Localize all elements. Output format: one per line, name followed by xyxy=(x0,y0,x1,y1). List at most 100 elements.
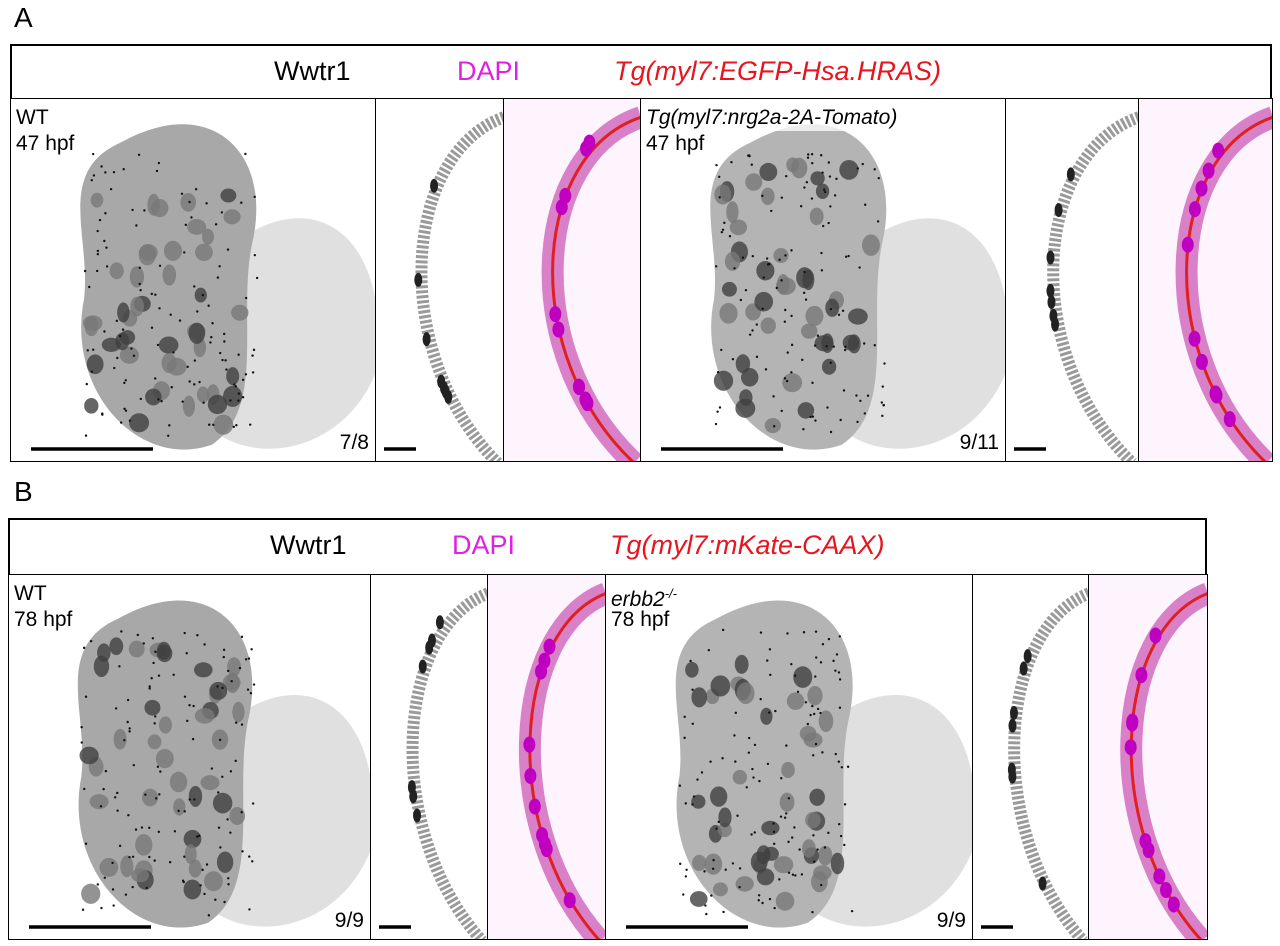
speckle xyxy=(188,798,191,801)
nucleus xyxy=(710,786,728,807)
speckle xyxy=(730,160,733,164)
speckle xyxy=(99,805,103,808)
speckle xyxy=(858,266,861,269)
speckle xyxy=(751,767,754,771)
speckle xyxy=(837,671,841,674)
speckle xyxy=(148,855,151,859)
nucleus xyxy=(848,308,868,325)
speckle xyxy=(855,394,858,397)
nucleus xyxy=(754,291,774,312)
nucleus xyxy=(227,657,241,677)
speckle xyxy=(794,674,797,677)
nucleus xyxy=(188,322,206,344)
speckle xyxy=(810,152,814,156)
nucleus xyxy=(775,891,795,911)
nucleus xyxy=(418,659,427,674)
speckle xyxy=(193,285,196,288)
speckle xyxy=(709,760,712,763)
speckle xyxy=(773,906,776,910)
speckle xyxy=(772,842,776,846)
nucleus xyxy=(1212,142,1225,159)
micrograph xyxy=(29,600,370,929)
speckle xyxy=(678,784,682,787)
speckle xyxy=(240,723,244,726)
speckle xyxy=(194,188,198,191)
speckle xyxy=(196,835,199,838)
speckle xyxy=(114,707,118,710)
background xyxy=(1139,99,1272,461)
nucleus xyxy=(1188,201,1201,218)
speckle xyxy=(234,721,238,724)
stage-label: 47 hpf xyxy=(646,132,705,155)
stage-label: 47 hpf xyxy=(16,132,75,155)
speckle xyxy=(111,861,114,865)
nucleus xyxy=(719,302,738,324)
speckle xyxy=(151,637,155,640)
speckle xyxy=(784,254,787,257)
speckle xyxy=(211,322,214,325)
speckle xyxy=(157,398,160,401)
speckle xyxy=(188,200,191,204)
speckle xyxy=(798,848,801,851)
speckle xyxy=(235,423,238,427)
speckle xyxy=(89,639,93,643)
nucleus xyxy=(97,643,111,662)
nucleus xyxy=(773,856,794,874)
nucleus xyxy=(113,728,127,750)
speckle xyxy=(222,655,225,659)
speckle xyxy=(786,351,789,354)
speckle xyxy=(772,424,776,428)
speckle xyxy=(811,161,814,165)
image-frame xyxy=(487,574,606,940)
nucleus xyxy=(710,675,731,697)
speckle xyxy=(241,378,245,382)
speckle xyxy=(821,171,824,174)
speckle xyxy=(873,344,876,347)
stain-label: Wwtr1 xyxy=(270,530,347,560)
nucleus xyxy=(120,855,134,878)
speckle xyxy=(876,220,880,223)
speckle xyxy=(83,269,87,273)
nucleus xyxy=(691,794,706,809)
speckle xyxy=(96,252,100,256)
panel-label: A xyxy=(14,2,33,33)
speckle xyxy=(158,307,161,310)
speckle xyxy=(193,383,196,386)
nucleus xyxy=(156,644,173,663)
nucleus xyxy=(726,201,739,223)
speckle xyxy=(131,885,134,889)
speckle xyxy=(835,177,838,181)
speckle xyxy=(140,826,144,829)
nucleus xyxy=(182,395,196,417)
speckle xyxy=(227,877,230,880)
speckle xyxy=(138,282,141,286)
nucleus xyxy=(718,807,732,828)
speckle xyxy=(801,358,804,362)
speckle xyxy=(241,396,245,399)
image-frame xyxy=(1005,98,1139,462)
speckle xyxy=(170,386,173,389)
speckle xyxy=(766,762,770,766)
nucleus xyxy=(413,808,422,823)
speckle xyxy=(832,345,835,348)
nucleus xyxy=(807,685,823,706)
speckle xyxy=(838,678,842,681)
speckle xyxy=(126,720,129,724)
nucleus xyxy=(1149,627,1162,644)
speckle xyxy=(103,330,106,333)
speckle xyxy=(774,709,777,713)
speckle xyxy=(208,423,211,426)
speckle xyxy=(685,868,688,871)
nucleus xyxy=(714,184,732,205)
speckle xyxy=(764,368,768,371)
nucleus xyxy=(1142,842,1155,859)
speckle xyxy=(197,834,201,837)
nucleus xyxy=(1046,283,1055,298)
speckle xyxy=(856,420,859,424)
speckle xyxy=(90,370,93,373)
speckle xyxy=(240,201,243,204)
nucleus xyxy=(736,682,755,705)
speckle xyxy=(714,265,718,268)
nucleus xyxy=(552,321,565,338)
speckle xyxy=(252,683,256,686)
